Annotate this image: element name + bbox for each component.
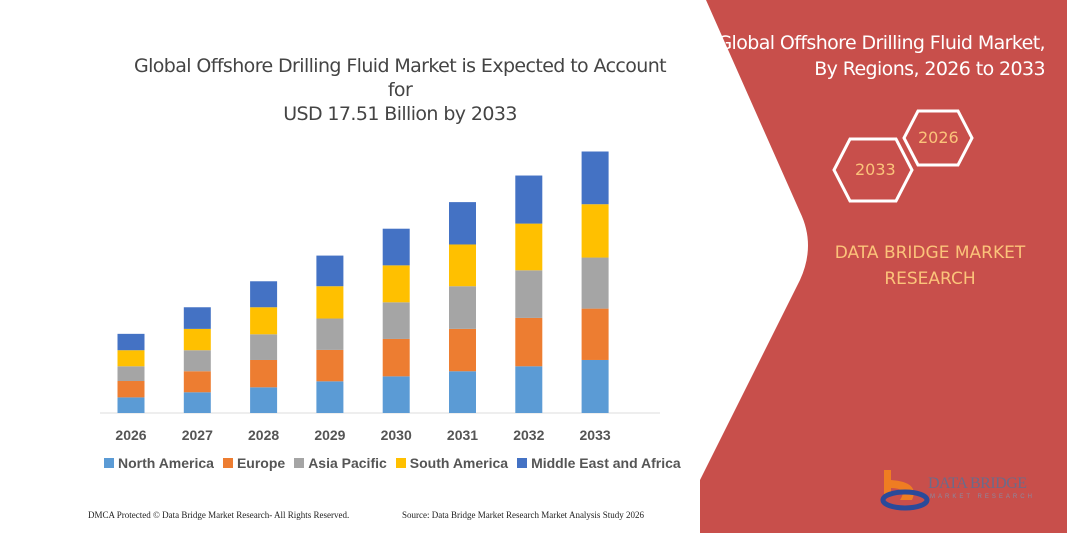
bar-segment-2030-europe [382,338,410,377]
bar-segment-2032-north-america [515,366,543,413]
bar-segment-2027-asia-pacific [183,350,211,372]
footer-source: Source: Data Bridge Market Research Mark… [402,510,644,520]
legend: North America Europe Asia Pacific South … [104,455,681,471]
legend-swatch [517,458,528,468]
bar-segment-2032-middle-east-and-africa [515,175,543,224]
bar-segment-2028-asia-pacific [250,334,278,360]
bar-segment-2031-south-america [449,244,476,287]
bar-segment-2032-europe [515,317,543,367]
bar-segment-2033-europe [581,308,609,360]
bar-segment-2033-asia-pacific [581,257,609,309]
x-tick-label: 2032 [513,427,544,443]
hexagon-2026 [902,109,974,167]
legend-label: Europe [236,455,286,471]
chart-title: Global Offshore Drilling Fluid Market is… [120,54,680,126]
bar-segment-2031-europe [449,328,476,372]
legend-label: Asia Pacific [308,455,387,471]
hex-label-2026: 2026 [918,128,959,147]
bar-segment-2030-asia-pacific [382,302,410,339]
bar-segment-2027-south-america [183,328,211,351]
bar-segment-2029-asia-pacific [316,318,344,350]
logo-icon [880,470,930,511]
bar-segment-2028-south-america [250,307,278,335]
bar-segment-2033-north-america [581,359,609,413]
bar-segment-2029-north-america [316,381,344,413]
legend-item: South America [395,455,509,471]
chart-title-line2: USD 17.51 Billion by 2033 [283,103,517,125]
bar-segment-2029-south-america [316,286,344,319]
bar-segment-2026-south-america [117,350,145,367]
legend-swatch [104,458,114,468]
bar-segment-2030-north-america [382,376,410,413]
legend-label: Middle East and Africa [531,455,681,471]
red-panel [700,0,1067,533]
bar-segment-2031-middle-east-and-africa [449,202,476,245]
brand-line2: RESEARCH [884,269,976,289]
legend-item: Middle East and Africa [517,455,681,471]
bar-segment-2027-north-america [183,392,211,413]
logo-text: DATA BRIDGE [928,475,1027,492]
bar-segment-2026-north-america [117,397,145,413]
bar-segment-2026-asia-pacific [117,366,145,382]
bar-segment-2032-south-america [515,223,543,271]
bar-segment-2026-middle-east-and-africa [117,333,145,351]
x-tick-label: 2030 [381,427,412,443]
x-tick-label: 2028 [248,427,279,443]
chart-title-line1: Global Offshore Drilling Fluid Market is… [133,55,667,101]
legend-item: Asia Pacific [294,455,387,471]
bar-segment-2028-north-america [250,387,278,413]
hexagon-2033 [832,137,914,203]
bar-segment-2033-middle-east-and-africa [581,151,609,205]
x-tick-label: 2031 [447,427,478,443]
bar-segment-2028-middle-east-and-africa [250,281,278,308]
legend-label: South America [409,455,509,471]
bar-segment-2030-south-america [382,265,410,303]
bar-segment-2029-middle-east-and-africa [316,255,344,287]
bar-segment-2033-south-america [581,204,609,258]
panel-title: Global Offshore Drilling Fluid Market, B… [685,30,1045,82]
bar-segment-2026-europe [117,381,145,398]
bar-segment-2032-asia-pacific [515,270,543,318]
bar-segment-2029-europe [316,349,344,382]
logo-subtext: MARKET RESEARCH [930,494,1035,500]
hex-label-2033: 2033 [855,160,896,179]
bar-segment-2031-asia-pacific [449,286,476,329]
panel-title-line1: Global Offshore Drilling Fluid Market, [717,32,1045,54]
legend-item: Europe [222,455,286,471]
bar-segment-2031-north-america [449,371,476,413]
legend-swatch [222,458,233,468]
legend-label: North America [118,455,214,471]
bar-segment-2030-middle-east-and-africa [382,228,410,266]
bar-segment-2028-europe [250,359,278,388]
x-tick-label: 2033 [580,427,611,443]
footer-copyright: DMCA Protected © Data Bridge Market Rese… [88,510,350,520]
x-tick-label: 2027 [182,427,213,443]
stacked-bar-chart: 2026 2027 2028 2029 2030 2031 2032 2033 [100,151,660,443]
brand-line1: DATA BRIDGE MARKET [834,243,1026,263]
x-tick-label: 2029 [314,427,345,443]
legend-swatch [294,458,305,468]
bar-segment-2027-middle-east-and-africa [183,307,211,329]
x-tick-label: 2026 [115,427,146,443]
brand-text: DATA BRIDGE MARKET RESEARCH [800,240,1060,292]
bar-segment-2027-europe [183,371,211,393]
legend-swatch [395,458,406,468]
panel-title-line2: By Regions, 2026 to 2033 [814,58,1045,80]
legend-item: North America [104,455,214,471]
